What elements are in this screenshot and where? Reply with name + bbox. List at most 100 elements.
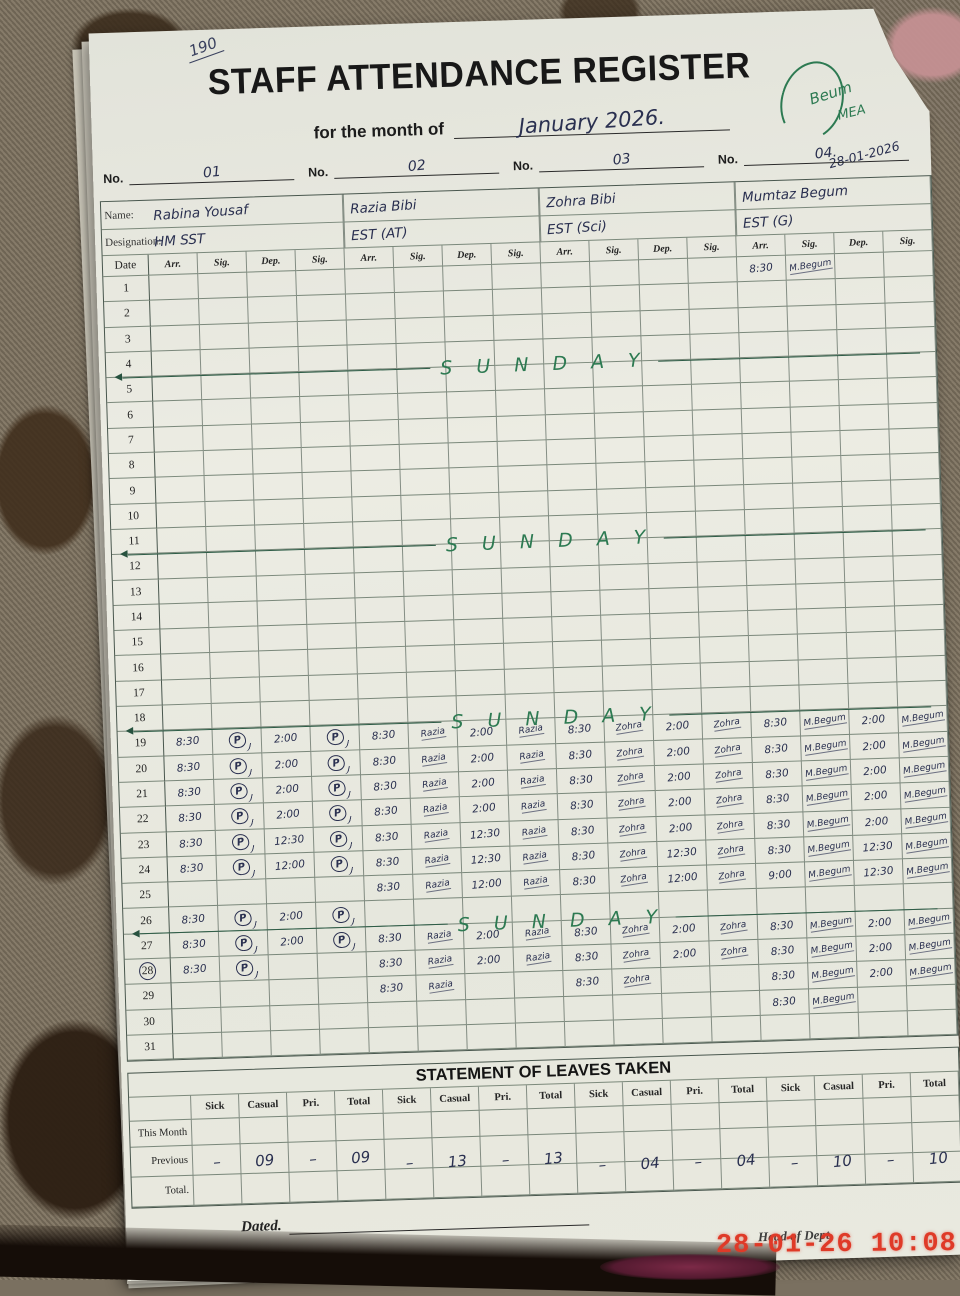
day-cell: 14 [113,604,161,632]
attendance-cell: 12:30 [461,846,512,874]
attendance-cell [319,1002,369,1030]
attendance-cell [444,315,495,343]
handwritten-signature: Zohra [619,872,648,888]
attendance-cell [792,456,843,484]
leaves-column-header: Pri. [478,1085,528,1111]
attendance-cell [738,306,789,334]
attendance-cell: 8:30 [557,792,608,820]
register-page: 190 STAFF ATTENDANCE REGISTER for the mo… [88,7,960,1281]
leaves-row-label: Previous [130,1145,194,1178]
attendance-cell: Razia [410,772,460,799]
handwritten-time: 2:00 [868,941,894,956]
leaves-cell [671,1103,721,1131]
handwritten-time: 8:30 [569,798,595,813]
leaves-cell: – [768,1126,818,1172]
present-signature: P [231,857,251,877]
attendance-cell [650,638,701,665]
attendance-cell: 12:00 [658,865,708,893]
attendance-cell [542,312,593,340]
handwritten-signature: Zohra [719,944,748,960]
handwritten-time: 2:00 [862,764,888,779]
attendance-cell [593,386,644,414]
handwritten-time: 8:30 [374,830,400,845]
handwritten-time: 8:30 [378,956,404,971]
handwritten-time: 8:30 [379,981,405,997]
column-header: Dep. [638,237,688,261]
attendance-cell [613,1018,664,1046]
handwritten-time: 12:30 [470,851,502,867]
attendance-cell [355,596,406,624]
day-cell: 23 [120,831,168,859]
attendance-cell [496,389,546,417]
leaves-cell [815,1098,865,1127]
attendance-cell [596,462,647,490]
day-cell: 8 [108,452,156,480]
attendance-cell: M.Begum [808,962,858,989]
leaves-column-header: Casual [622,1080,672,1107]
handwritten-signature: Zohra [717,868,746,884]
attendance-cell [257,599,308,627]
attendance-cell [368,1001,418,1029]
date-column-header: Date [102,254,150,278]
attendance-cell [308,648,358,676]
handwritten-signature: M.Begum [904,836,949,854]
day-cell: 1 [103,275,151,303]
handwritten-signature: Zohra [622,973,651,989]
present-signature: P [326,778,347,798]
column-header: Arr. [148,253,199,276]
attendance-cell: 8:30 [164,754,215,782]
handwritten-time: 8:30 [373,804,399,820]
leaves-row-label: This Month [129,1119,193,1148]
attendance-cell [793,481,843,509]
leaves-cell [287,1115,337,1143]
attendance-cell [891,478,941,506]
attendance-cell: 8:30 [167,855,218,883]
attendance-cell [417,1024,468,1052]
attendance-cell [601,614,651,642]
no-label: No. [717,152,739,167]
day-cell: 13 [112,579,160,606]
attendance-cell [417,999,467,1027]
handwritten-signature: M.Begum [806,839,851,857]
attendance-cell [889,428,940,455]
attendance-cell: M.Begum [899,756,950,784]
arrow-line [127,544,436,556]
leaves-cell [673,1159,723,1191]
attendance-cell [302,471,353,499]
handwritten-time: 2:00 [471,801,497,816]
attendance-cell [296,294,347,322]
attendance-cell: P [214,803,265,831]
handwritten-signature: Razia [423,853,450,868]
handwritten-designation: HM SST [153,230,206,250]
handwritten-signature: Zohra [616,770,645,786]
attendance-cell [502,592,553,619]
attendance-cell: P [312,775,362,803]
handwritten-signature: Zohra [615,745,644,761]
leaves-cell [241,1172,291,1205]
attendance-cell [746,559,797,586]
attendance-cell: 2:00 [654,764,705,792]
handwritten-signature: M.Begum [809,940,854,958]
attendance-cell: M.Begum [807,936,858,964]
handwritten-signature: Razia [421,777,448,792]
attendance-cell [222,1031,272,1058]
attendance-cell [841,454,892,482]
attendance-cell [395,317,446,344]
attendance-cell: M.Begum [808,987,859,1015]
attendance-cell [550,565,601,593]
handwritten-time: 8:30 [570,823,596,839]
attendance-cell: 12:00 [265,852,316,880]
handwritten-time: 8:30 [765,792,791,807]
handwritten-leave-value: – [308,1149,318,1168]
arrow-line [663,529,926,539]
handwritten-month: January 2026. [517,104,666,139]
attendance-cell [748,634,799,662]
attendance-cell [154,451,205,478]
present-signature: P [328,854,349,874]
attendance-cell [650,612,700,640]
attendance-cell [552,615,602,643]
attendance-cell [884,276,935,304]
handwritten-time: 2:00 [666,744,691,760]
attendance-cell [154,425,204,453]
